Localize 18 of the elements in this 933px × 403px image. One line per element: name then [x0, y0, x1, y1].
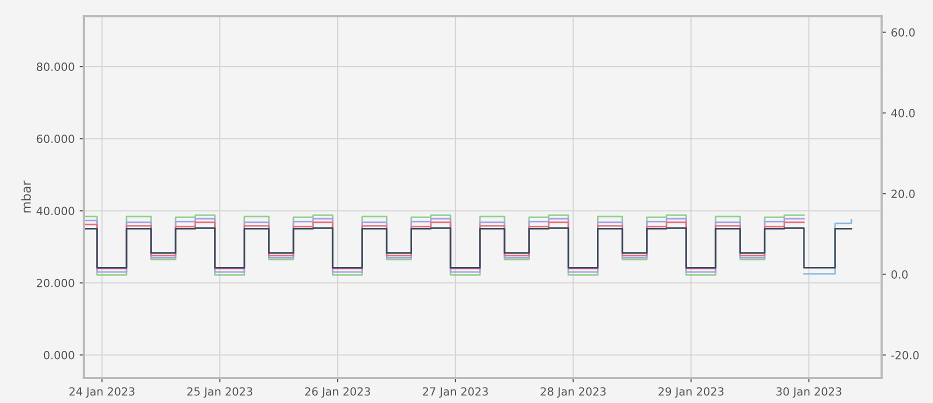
y2-tick-label: 60.0	[891, 28, 915, 37]
x-tick-label: 27 Jan 2023	[422, 387, 488, 398]
y2-tick-label: 20.0	[892, 190, 915, 198]
x-tick-label: 29 Jan 2023	[658, 387, 724, 398]
x-tick-label: 28 Jan 2023	[540, 387, 606, 398]
x-tick-label: 24 Jan 2023	[69, 387, 134, 398]
y-tick-label: 80.000	[36, 62, 74, 71]
y-tick-label: 40.000	[36, 206, 74, 216]
y-tick-label: 60.000	[36, 134, 74, 144]
y-tick-label: 0.000	[44, 350, 74, 360]
x-tick-label: 26 Jan 2023	[305, 387, 370, 398]
y2-tick-label: 0.0	[891, 270, 908, 279]
y2-tick-label: -20.0	[891, 350, 919, 360]
y2-tick-label: 40.0	[891, 108, 915, 118]
x-tick-label: 30 Jan 2023	[776, 387, 842, 398]
y-tick-label: 20.000	[36, 278, 74, 288]
y-axis-title: mbar	[21, 180, 31, 212]
x-tick-label: 25 Jan 2023	[187, 387, 252, 398]
